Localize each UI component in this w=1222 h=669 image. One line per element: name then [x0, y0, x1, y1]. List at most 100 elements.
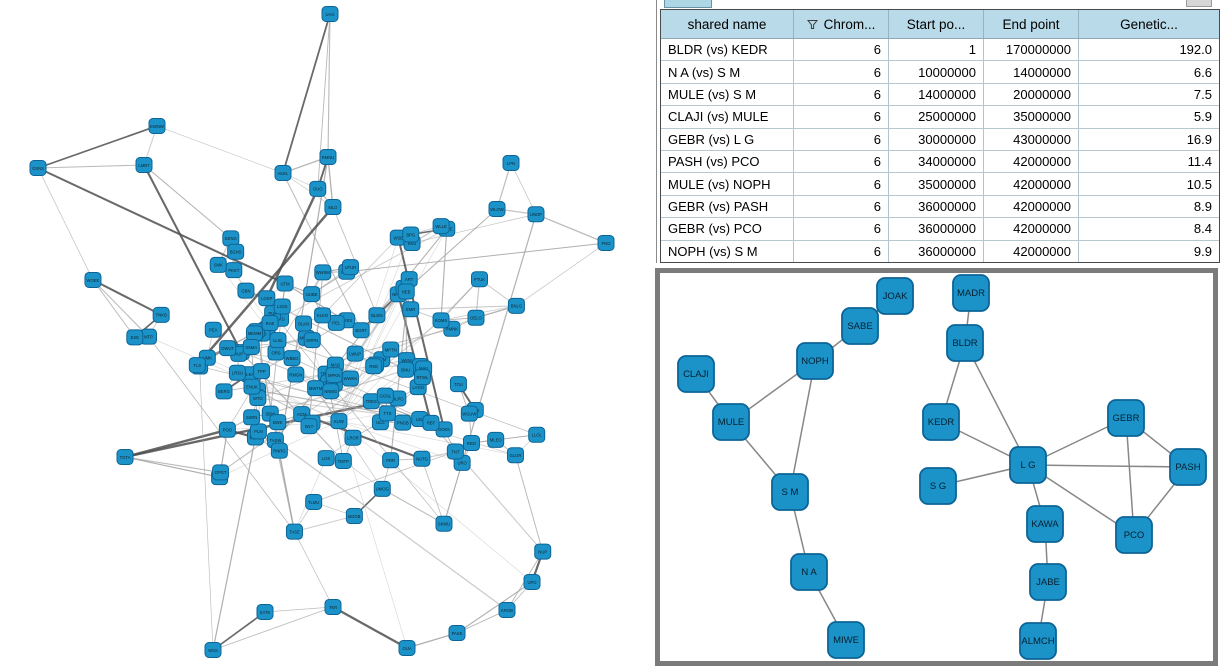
network-node[interactable]: PNO — [597, 235, 615, 251]
table-cell[interactable]: 8.9 — [1193, 199, 1212, 215]
table-cell[interactable]: MULE (vs) S M — [661, 83, 794, 106]
table-cell[interactable]: 25000000 — [889, 106, 984, 128]
network-node[interactable]: TLS — [188, 357, 206, 374]
network-node[interactable]: ESE — [126, 329, 144, 346]
network-node[interactable]: LOS — [317, 450, 335, 467]
table-cell[interactable]: 6 — [794, 195, 889, 218]
network-node[interactable]: UMOG — [373, 480, 391, 497]
table-cell[interactable]: 36000000 — [889, 240, 984, 263]
network-node[interactable]: PNGB — [394, 414, 412, 431]
network-node[interactable]: JABE — [1029, 563, 1067, 601]
network-node[interactable]: SSRN — [243, 409, 261, 426]
network-node[interactable]: NOPH — [796, 342, 834, 380]
table-cell[interactable]: 34000000 — [889, 151, 984, 173]
network-node[interactable]: ENUK — [243, 378, 261, 395]
table-cell[interactable]: 7.5 — [1193, 87, 1212, 103]
network-node[interactable]: GBN — [237, 282, 255, 299]
table-cell[interactable]: 36000000 — [889, 195, 984, 218]
network-node[interactable]: MPTN — [382, 341, 400, 358]
table-cell[interactable]: 170000000 — [984, 39, 1079, 61]
network-node[interactable]: PLM — [249, 423, 267, 440]
network-node[interactable]: RTWL — [413, 369, 431, 386]
network-node[interactable]: MEMM — [245, 325, 263, 342]
table-cell[interactable]: GEBR (vs) L G — [661, 128, 794, 151]
network-node[interactable]: S M — [771, 473, 809, 511]
network-node[interactable]: WGUW — [460, 405, 478, 422]
network-node[interactable]: LMBT — [135, 157, 153, 173]
network-node[interactable]: TMTP — [334, 452, 352, 469]
network-node[interactable]: KLKO — [314, 307, 332, 324]
network-node[interactable]: LLSL — [269, 332, 287, 349]
network-node[interactable]: AKEL — [274, 165, 292, 181]
network-node[interactable]: RMNU — [319, 149, 337, 165]
network-node[interactable]: LLOL — [528, 426, 546, 443]
network-node[interactable]: GLGR — [506, 447, 524, 464]
network-node[interactable]: CLAJI — [677, 355, 715, 393]
table-cell[interactable]: 42000000 — [984, 151, 1079, 173]
network-node[interactable]: KEDR — [922, 403, 960, 441]
network-node[interactable]: BGNS — [227, 243, 245, 260]
network-node[interactable]: KOMS — [432, 312, 450, 329]
network-node[interactable]: RNRG — [270, 442, 288, 459]
network-node[interactable]: BWK — [269, 414, 287, 431]
network-node[interactable]: TKR — [324, 599, 342, 615]
network-node[interactable]: TASE — [285, 523, 303, 540]
network-node[interactable]: BPG — [402, 226, 420, 243]
network-node[interactable]: MULE — [712, 403, 750, 441]
network-node[interactable]: MADR — [952, 274, 990, 312]
table-cell[interactable]: 6 — [794, 61, 889, 83]
network-node[interactable]: WWSM — [314, 264, 332, 281]
network-node[interactable]: S G — [919, 467, 957, 505]
network-node[interactable]: LPN — [502, 155, 520, 171]
network-node[interactable]: UPO — [523, 574, 541, 590]
network-node[interactable]: PRR — [382, 452, 400, 469]
network-node[interactable]: NUTG — [413, 450, 431, 467]
network-node[interactable]: LSSS — [273, 298, 291, 315]
network-node[interactable]: EMR — [402, 301, 420, 318]
network-node[interactable]: TPP — [253, 363, 271, 380]
network-node[interactable]: WLOW — [488, 201, 506, 217]
network-node[interactable]: LRSU — [228, 364, 246, 381]
network-node[interactable]: RBO — [462, 435, 480, 452]
network-node[interactable]: PKKT — [225, 262, 243, 279]
table-cell[interactable]: MULE (vs) NOPH — [661, 173, 794, 195]
table-cell[interactable]: 14000000 — [984, 61, 1079, 83]
network-node[interactable]: BERG — [215, 383, 233, 400]
network-node[interactable]: MPKN — [325, 367, 343, 384]
network-node[interactable]: GGSL — [376, 387, 394, 404]
network-node[interactable]: RKE — [365, 358, 383, 375]
network-node[interactable]: GPGT — [212, 464, 230, 481]
network-node[interactable]: PAKE — [448, 625, 466, 641]
network-node[interactable]: UAG — [321, 6, 339, 22]
network-node[interactable]: L G — [1009, 446, 1047, 484]
table-cell[interactable]: 36000000 — [889, 218, 984, 240]
network-node[interactable]: WSS — [204, 642, 222, 658]
network-node[interactable]: PCO — [1115, 516, 1153, 554]
table-cell[interactable]: 11.4 — [1187, 154, 1212, 170]
network-node[interactable]: OSNS — [29, 160, 47, 176]
column-header-chromosome[interactable]: Chrom... — [794, 10, 889, 38]
network-node[interactable]: BNU — [397, 361, 415, 378]
network-node[interactable]: WOEE — [84, 271, 102, 288]
table-cell[interactable]: 6 — [794, 240, 889, 263]
table-cell[interactable]: 8.4 — [1193, 221, 1212, 237]
network-node[interactable]: MWTM — [307, 380, 325, 397]
table-row[interactable]: GEBR (vs) L G 6 30000000 43000000 16.9 — [661, 128, 1219, 152]
network-node[interactable]: BGRT — [352, 322, 370, 339]
table-cell[interactable]: 16.9 — [1186, 131, 1212, 147]
network-node[interactable]: JOAK — [876, 277, 914, 315]
network-node[interactable]: BNLG — [507, 297, 525, 314]
network-node[interactable]: EENG — [222, 230, 240, 247]
network-node[interactable]: TTS — [378, 405, 396, 422]
network-node[interactable]: RAE — [261, 315, 279, 332]
network-node[interactable]: ULPO — [389, 390, 407, 407]
network-node[interactable]: TNT — [446, 443, 464, 460]
table-cell[interactable]: BLDR (vs) KEDR — [661, 39, 794, 61]
table-row[interactable]: N A (vs) S M 6 10000000 14000000 6.6 — [661, 61, 1219, 84]
network-node[interactable]: RMGN — [287, 366, 305, 383]
network-node[interactable]: NUP — [534, 543, 552, 560]
network-node[interactable]: OUA — [398, 640, 416, 656]
network-node[interactable]: KUW — [330, 413, 348, 430]
network-node[interactable]: UUBE — [303, 286, 321, 303]
network-node[interactable]: ALMCH — [1019, 622, 1057, 660]
